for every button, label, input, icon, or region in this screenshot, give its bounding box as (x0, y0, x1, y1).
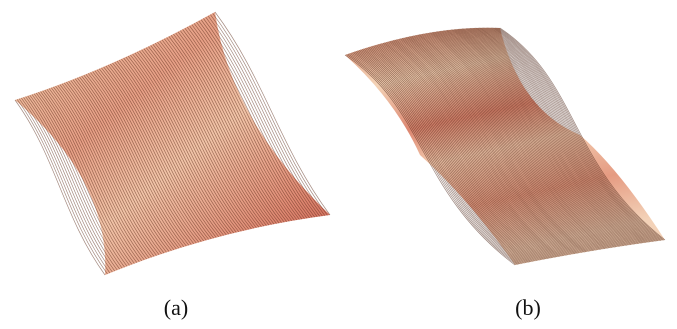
page: (a) (b) (() => { const data = JSON.parse… (0, 0, 677, 329)
panel-label: (b) (515, 295, 541, 320)
surface-b (345, 28, 665, 265)
surface-a (15, 12, 330, 275)
figure: (a) (b) (0, 0, 677, 329)
panel-label: (a) (164, 295, 188, 320)
